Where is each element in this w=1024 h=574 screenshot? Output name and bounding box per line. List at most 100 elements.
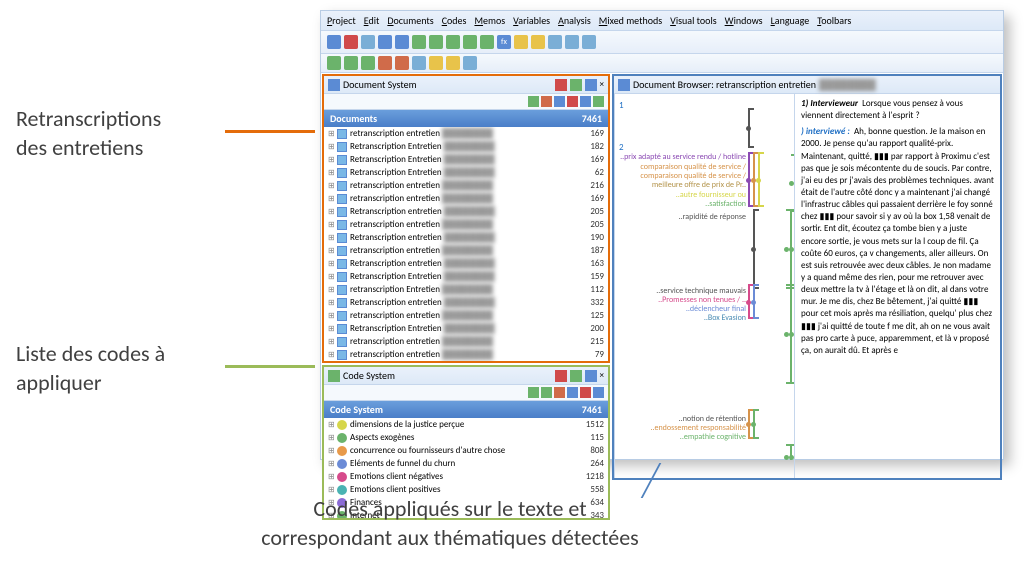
document-row[interactable]: ⊞retranscription entretien████████79: [324, 348, 608, 361]
toolbar-icon[interactable]: [531, 35, 545, 49]
window-icon[interactable]: [555, 79, 567, 91]
tool-icon[interactable]: [528, 96, 539, 107]
toolbar-icon[interactable]: [429, 35, 443, 49]
toolbar-icon[interactable]: [327, 35, 341, 49]
code-row[interactable]: ⊞Eléments de funnel du churn264: [324, 457, 608, 470]
document-row[interactable]: ⊞retranscription Entretien████████112: [324, 283, 608, 296]
document-row[interactable]: ⊞Retranscription Entretien████████159: [324, 270, 608, 283]
toolbar-icon[interactable]: [565, 35, 579, 49]
toolbar-icon[interactable]: [378, 35, 392, 49]
menu-documents[interactable]: Documents: [387, 14, 433, 27]
toolbar-icon[interactable]: [395, 35, 409, 49]
tool-icon[interactable]: [554, 387, 565, 398]
toolbar-icon[interactable]: [361, 56, 375, 70]
document-row[interactable]: ⊞Retranscription entretien████████332: [324, 296, 608, 309]
document-row[interactable]: ⊞retranscription entretien████████169: [324, 192, 608, 205]
tool-icon[interactable]: [593, 387, 604, 398]
window-icon[interactable]: [570, 79, 582, 91]
menu-codes[interactable]: Codes: [442, 14, 467, 27]
toolbar-icon[interactable]: [361, 35, 375, 49]
toolbar-1: fx: [321, 31, 1003, 54]
document-text[interactable]: 1) Intervieweur Lorsque vous pensez à vo…: [795, 94, 1000, 460]
menu-edit[interactable]: Edit: [364, 14, 380, 27]
menu-variables[interactable]: Variables: [513, 14, 550, 27]
toolbar-icon[interactable]: [446, 56, 460, 70]
tool-icon[interactable]: [593, 96, 604, 107]
window-icon[interactable]: [585, 79, 597, 91]
toolbar-icon[interactable]: [395, 56, 409, 70]
toolbar-icon[interactable]: [480, 35, 494, 49]
code-dot: [789, 181, 794, 186]
menu-language[interactable]: Language: [771, 14, 810, 27]
tree-header-label: Documents: [330, 112, 377, 125]
tree-header-label: Code System: [330, 403, 383, 416]
document-row[interactable]: ⊞Retranscription entretien████████163: [324, 257, 608, 270]
document-row[interactable]: ⊞retranscription entretien████████215: [324, 335, 608, 348]
window-icon[interactable]: [555, 370, 567, 382]
menu-project[interactable]: Project: [327, 14, 356, 27]
code-row[interactable]: ⊞concurrence ou fournisseurs d'autre cho…: [324, 444, 608, 457]
code-stripe-label: ..rapidité de réponse: [679, 212, 746, 222]
code-row[interactable]: ⊞Emotions client négatives1218: [324, 470, 608, 483]
tool-icon[interactable]: [528, 387, 539, 398]
code-dot: [746, 126, 751, 131]
document-row[interactable]: ⊞retranscription entretien████████216: [324, 179, 608, 192]
menu-analysis[interactable]: Analysis: [558, 14, 591, 27]
window-icon[interactable]: [585, 370, 597, 382]
menu-mixed-methods[interactable]: Mixed methods: [599, 14, 662, 27]
toolbar-icon[interactable]: [327, 56, 341, 70]
document-row[interactable]: ⊞Retranscription Entretien████████200: [324, 322, 608, 335]
panel-icon: [618, 79, 630, 91]
document-row[interactable]: ⊞Retranscription Entretien████████62: [324, 166, 608, 179]
answer-text: Ah, bonne question. Je la maison en 2000…: [801, 126, 994, 356]
toolbar-icon[interactable]: [548, 35, 562, 49]
toolbar-icon[interactable]: [412, 35, 426, 49]
code-dot: [789, 332, 794, 337]
toolbar-icon[interactable]: [514, 35, 528, 49]
menu-toolbars[interactable]: Toolbars: [817, 14, 851, 27]
tool-icon[interactable]: [554, 96, 565, 107]
document-row[interactable]: ⊞Retranscription entretien████████205: [324, 205, 608, 218]
toolbar-icon[interactable]: [344, 35, 358, 49]
toolbar-icon[interactable]: [344, 56, 358, 70]
code-stripe-label: ..empathie cognitive: [680, 432, 746, 442]
close-icon[interactable]: ×: [600, 79, 604, 90]
document-row[interactable]: ⊞retranscription entretien████████205: [324, 218, 608, 231]
panel-icon: [328, 79, 340, 91]
panel-title: Document Browser: retranscription entret…: [633, 78, 816, 91]
document-row[interactable]: ⊞retranscription entretien████████169: [324, 127, 608, 140]
toolbar-icon[interactable]: fx: [497, 35, 511, 49]
window-icon[interactable]: [570, 370, 582, 382]
toolbar-icon[interactable]: [463, 35, 477, 49]
toolbar-icon[interactable]: [412, 56, 426, 70]
toolbar-icon[interactable]: [463, 56, 477, 70]
tool-icon[interactable]: [567, 96, 578, 107]
document-tree[interactable]: ⊞retranscription entretien████████169⊞Re…: [324, 127, 608, 361]
panel-title: Code System: [343, 369, 395, 382]
document-row[interactable]: ⊞Retranscription Entretien████████182: [324, 140, 608, 153]
tree-header-count: 7461: [582, 112, 602, 125]
document-row[interactable]: ⊞Retranscription Entretien████████169: [324, 153, 608, 166]
close-icon[interactable]: ×: [600, 370, 604, 381]
tool-icon[interactable]: [567, 387, 578, 398]
menu-windows[interactable]: Windows: [725, 14, 763, 27]
code-row[interactable]: ⊞Aspects exogènes115: [324, 431, 608, 444]
document-row[interactable]: ⊞retranscription entretien████████187: [324, 244, 608, 257]
menu-memos[interactable]: Memos: [474, 14, 505, 27]
menu-visual-tools[interactable]: Visual tools: [670, 14, 717, 27]
document-row[interactable]: ⊞Retranscription entretien████████190: [324, 231, 608, 244]
code-row[interactable]: ⊞dimensions de la justice perçue1512: [324, 418, 608, 431]
tool-icon[interactable]: [580, 387, 591, 398]
toolbar-icon[interactable]: [582, 35, 596, 49]
line-number: 1: [619, 100, 624, 111]
tool-icon[interactable]: [580, 96, 591, 107]
document-browser-panel: Document Browser: retranscription entret…: [612, 74, 1002, 480]
document-row[interactable]: ⊞retranscription entretien████████125: [324, 309, 608, 322]
code-dot: [789, 247, 794, 252]
toolbar-icon[interactable]: [446, 35, 460, 49]
tool-icon[interactable]: [541, 96, 552, 107]
annotation-line-codes: [225, 365, 315, 368]
toolbar-icon[interactable]: [429, 56, 443, 70]
toolbar-icon[interactable]: [378, 56, 392, 70]
tool-icon[interactable]: [541, 387, 552, 398]
